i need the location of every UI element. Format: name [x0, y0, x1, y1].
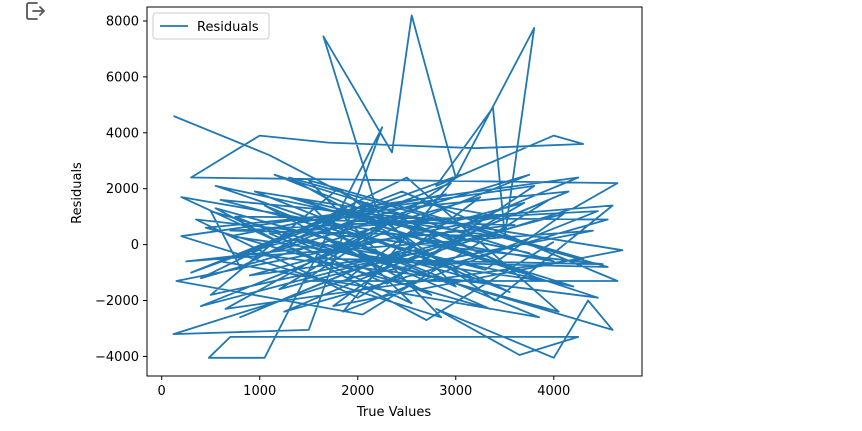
export-icon[interactable]: [25, 0, 47, 22]
x-tick-label: 1000: [243, 384, 276, 399]
x-axis-label: True Values: [356, 405, 431, 420]
legend: Residuals: [152, 12, 270, 40]
y-axis-label: Residuals: [70, 162, 85, 224]
y-tick-label: 8000: [106, 14, 139, 29]
y-tick-label: 0: [131, 238, 139, 253]
series-layer: [172, 14, 624, 359]
x-tick-label: 2000: [341, 384, 374, 399]
y-tick-label: 4000: [106, 126, 139, 141]
y-tick-label: 6000: [106, 70, 139, 85]
y-tick-label: 2000: [106, 182, 139, 197]
y-tick-label: −4000: [95, 350, 139, 365]
y-tick-label: −2000: [95, 294, 139, 309]
series-line-residuals: [172, 14, 624, 359]
legend-box: [152, 12, 270, 40]
export-icon-glyph: [26, 2, 45, 20]
legend-label: Residuals: [197, 20, 259, 35]
x-tick-label: 3000: [439, 384, 472, 399]
y-axis: −4000 −2000 0 2000 4000 6000 8000: [95, 14, 147, 365]
plot-frame: [146, 6, 643, 377]
x-axis: 0 1000 2000 3000 4000: [158, 376, 570, 399]
x-tick-label: 4000: [537, 384, 570, 399]
plot-area: [146, 6, 643, 377]
x-tick-label: 0: [158, 384, 166, 399]
